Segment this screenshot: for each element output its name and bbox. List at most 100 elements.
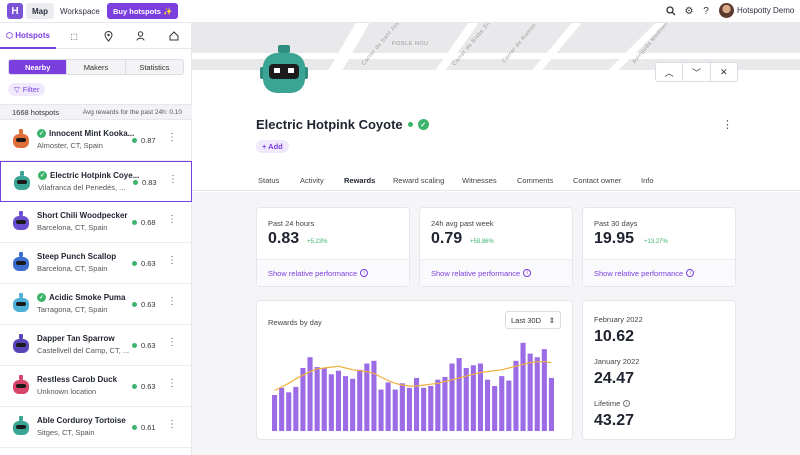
more-options-icon[interactable]: ⋮ — [167, 337, 177, 348]
chart-bar[interactable] — [477, 363, 483, 432]
tab-rewards[interactable]: Rewards — [344, 176, 376, 185]
gear-icon[interactable]: ⚙ — [684, 5, 694, 17]
chart-bar[interactable] — [335, 370, 341, 431]
chart-bar[interactable] — [364, 363, 370, 432]
nav-map[interactable]: Map — [26, 3, 54, 19]
show-relative-performance-link[interactable]: Show relative performance i — [583, 259, 735, 286]
chart-bar[interactable] — [293, 386, 299, 431]
hotspot-reward: 0.83 — [142, 178, 157, 187]
chart-bar[interactable] — [385, 382, 391, 431]
next-hotspot-button[interactable]: ﹀ — [683, 63, 711, 81]
summary-label: January 2022 — [594, 357, 640, 366]
tab-user-icon[interactable] — [126, 23, 154, 49]
show-relative-performance-link[interactable]: Show relative performance i — [420, 259, 572, 286]
chart-bar[interactable] — [307, 357, 313, 431]
chart-bar[interactable] — [271, 395, 278, 431]
tab-area-icon[interactable]: ⬚ — [70, 31, 78, 41]
summary-label: Lifetime — [594, 399, 621, 408]
chart-bar[interactable] — [328, 374, 334, 431]
user-name[interactable]: Hotspotty Demo — [737, 6, 795, 15]
chart-bar[interactable] — [342, 376, 349, 431]
tab-reward-scaling[interactable]: Reward scaling — [393, 176, 445, 185]
list-item[interactable]: Able Corduroy Tortoise Sitges, CT, Spain 0… — [0, 407, 192, 448]
list-item[interactable]: Dapper Tan Sparrow Castellvell del Camp, … — [0, 325, 192, 366]
chart-bar[interactable] — [534, 357, 540, 431]
rewards-content: Past 24 hours 0.83 +5.23% Show relative … — [192, 192, 800, 455]
chart-bar[interactable] — [392, 389, 398, 431]
range-select[interactable]: Last 30D ⇕ — [505, 311, 561, 329]
tab-home-icon[interactable] — [160, 23, 188, 49]
nav-workspace[interactable]: Workspace — [60, 6, 100, 16]
more-options-icon[interactable]: ⋮ — [168, 174, 178, 185]
search-icon[interactable] — [665, 5, 677, 17]
tab-location-icon[interactable] — [94, 23, 122, 49]
chart-bar[interactable] — [357, 369, 363, 431]
chart-bar[interactable] — [442, 377, 448, 431]
help-icon[interactable]: ? — [703, 5, 709, 17]
chart-bar[interactable] — [499, 376, 505, 431]
chart-bar[interactable] — [449, 363, 455, 432]
close-icon[interactable]: ✕ — [720, 66, 728, 77]
more-options-icon[interactable]: ⋮ — [167, 378, 177, 389]
chart-bar[interactable] — [314, 367, 320, 431]
segment-makers[interactable]: Makers — [67, 60, 126, 74]
list-item[interactable]: ✓ Innocent Mint Kooka... Almoster, CT, Spa… — [0, 120, 192, 161]
chart-bar[interactable] — [350, 378, 356, 431]
chart-bar[interactable] — [435, 379, 441, 431]
chart-bar[interactable] — [484, 379, 491, 431]
show-relative-performance-link[interactable]: Show relative performance i — [257, 259, 409, 286]
chart-bar[interactable] — [279, 387, 285, 431]
tab-hotspots[interactable]: ⬡ Hotspots — [0, 23, 56, 49]
buy-hotspots-button[interactable]: Buy hotspots ✨ — [107, 3, 179, 19]
chart-bar[interactable] — [513, 360, 519, 431]
chart-bar[interactable] — [286, 392, 292, 431]
chart-bar[interactable] — [492, 386, 498, 431]
chart-bar[interactable] — [421, 387, 427, 431]
tab-info[interactable]: Info — [641, 176, 654, 185]
map-label: POBLE NOU — [392, 41, 429, 47]
tab-activity[interactable]: Activity — [300, 176, 324, 185]
chart-bar[interactable] — [399, 383, 405, 431]
chart-bar[interactable] — [371, 360, 377, 431]
tab-comments[interactable]: Comments — [517, 176, 554, 185]
tab-status[interactable]: Status — [258, 176, 280, 185]
hotspot-name-row: ✓ Acidic Smoke Puma — [37, 293, 125, 302]
chart-bar[interactable] — [470, 365, 476, 431]
chart-bar[interactable] — [520, 342, 526, 431]
more-options-icon[interactable]: ⋮ — [167, 132, 177, 143]
tab-witnesses[interactable]: Witnesses — [462, 176, 497, 185]
list-item[interactable]: Steep Punch Scallop Barcelona, CT, Spain 0… — [0, 243, 192, 284]
more-options-icon[interactable]: ⋮ — [167, 214, 177, 225]
chart-bar[interactable] — [456, 358, 462, 431]
tab-contact-owner[interactable]: Contact owner — [573, 176, 622, 185]
filter-button[interactable]: ▽ Filter — [8, 83, 46, 96]
app-logo[interactable]: H — [7, 3, 23, 19]
chart-bar[interactable] — [321, 368, 327, 431]
chart-bar[interactable] — [428, 386, 434, 431]
summary-lifetime-label: Lifetime i — [594, 399, 631, 408]
more-options-icon[interactable]: ⋮ — [167, 419, 177, 430]
more-options-icon[interactable]: ⋮ — [167, 296, 177, 307]
list-item[interactable]: ✓ Acidic Smoke Puma Tarragona, CT, Spain 0.… — [0, 284, 192, 325]
list-item[interactable]: Restless Carob Duck Unknown location 0.63 ⋮ — [0, 366, 192, 407]
chart-bar[interactable] — [378, 389, 384, 431]
segment-statistics[interactable]: Statistics — [139, 62, 170, 72]
chart-bar[interactable] — [406, 387, 412, 431]
more-options-icon[interactable]: ⋮ — [722, 119, 733, 131]
chart-bar[interactable] — [527, 353, 533, 431]
chart-bar[interactable] — [413, 377, 420, 431]
list-item[interactable]: ✓ Electric Hotpink Coye... Vilafranca del … — [0, 161, 192, 202]
list-item[interactable]: Short Chili Woodpecker Barcelona, CT, Spa… — [0, 202, 192, 243]
chart-bar[interactable] — [300, 368, 306, 431]
online-status-dot — [132, 138, 137, 143]
chart-bar[interactable] — [541, 349, 547, 431]
previous-hotspot-button[interactable]: ︿ — [656, 63, 684, 81]
segment-nearby[interactable]: Nearby — [9, 60, 68, 74]
chart-bar[interactable] — [463, 368, 469, 431]
more-options-icon[interactable]: ⋮ — [167, 255, 177, 266]
chart-bar[interactable] — [548, 377, 554, 431]
info-icon[interactable]: i — [623, 400, 631, 407]
avatar[interactable] — [719, 3, 734, 18]
chart-bar[interactable] — [506, 380, 512, 431]
add-button[interactable]: + Add — [256, 140, 289, 153]
